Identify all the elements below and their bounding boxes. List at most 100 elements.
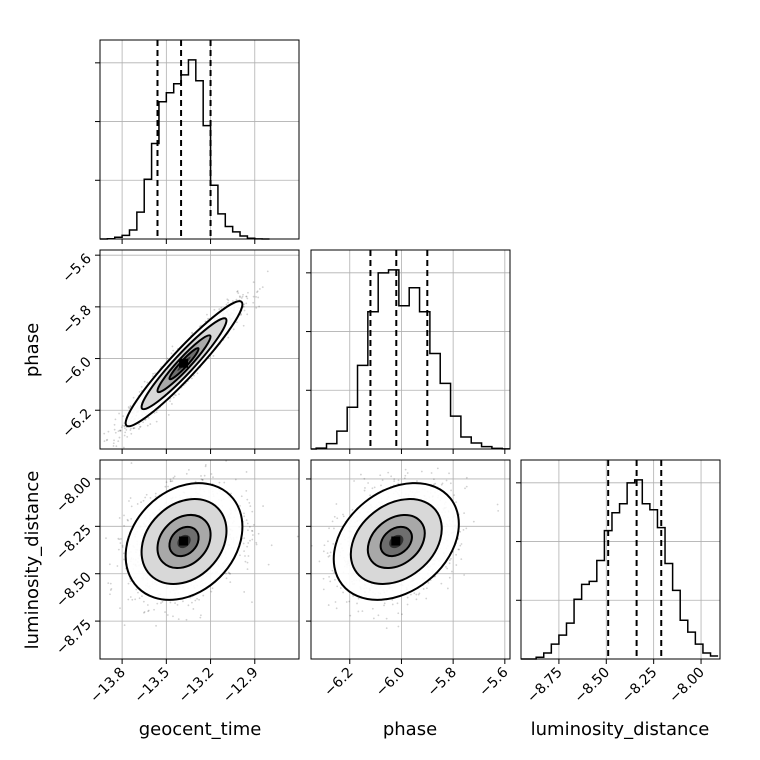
sample-point	[185, 618, 188, 621]
sample-point	[201, 479, 204, 481]
sample-point	[459, 544, 462, 547]
sample-point	[383, 604, 385, 607]
sample-point	[169, 478, 172, 481]
sample-point	[201, 478, 204, 481]
sample-point	[335, 607, 338, 610]
sample-point	[167, 485, 169, 488]
sample-point	[243, 303, 246, 306]
sample-point	[225, 577, 228, 580]
sample-point	[112, 445, 115, 447]
sample-point	[236, 290, 239, 292]
sample-point	[406, 596, 409, 599]
sample-point	[210, 590, 213, 593]
sample-point	[147, 609, 150, 612]
x-tick-label: −13.2	[176, 665, 218, 707]
sample-point	[446, 587, 449, 590]
sample-point	[130, 427, 132, 430]
sample-point	[200, 478, 203, 481]
sample-point	[176, 603, 179, 606]
histogram-phase	[311, 269, 510, 450]
histogram-geocent_time	[100, 59, 270, 240]
sample-point	[379, 474, 382, 477]
sample-point	[246, 313, 249, 316]
sample-point	[252, 295, 255, 298]
sample-point	[174, 394, 177, 397]
sample-point	[464, 487, 466, 490]
x-tick-label: −5.8	[425, 665, 460, 700]
sample-point	[146, 604, 149, 606]
sample-point	[213, 308, 216, 311]
sample-point	[462, 528, 465, 531]
sample-point	[266, 270, 269, 273]
sample-point	[83, 463, 85, 465]
sample-point	[119, 542, 122, 544]
sample-point	[332, 542, 335, 545]
sample-point	[191, 331, 193, 334]
sample-point	[132, 427, 135, 430]
sample-point	[246, 545, 249, 548]
sample-point	[200, 614, 202, 617]
sample-point	[415, 593, 418, 596]
y-tick-label: −5.6	[59, 251, 94, 286]
sample-point	[196, 597, 198, 600]
sample-point	[342, 591, 344, 594]
sample-point	[118, 429, 121, 432]
sample-point	[130, 505, 133, 508]
sample-point	[432, 483, 435, 486]
sample-point	[457, 548, 460, 551]
histogram-luminosity_distance	[521, 479, 719, 660]
sample-point	[182, 600, 184, 603]
sample-point	[164, 611, 166, 613]
sample-point	[248, 502, 251, 504]
sample-point	[166, 357, 169, 360]
sample-point	[262, 505, 264, 507]
sample-point	[235, 298, 238, 301]
sample-point	[230, 492, 232, 495]
sample-point	[140, 501, 142, 504]
sample-point	[434, 482, 437, 485]
sample-point	[258, 288, 261, 290]
sample-point	[335, 503, 338, 505]
sample-point	[135, 588, 138, 591]
sample-point	[212, 355, 215, 357]
sample-point	[105, 537, 107, 540]
x-tick-label: −8.00	[666, 665, 708, 707]
sample-point	[322, 577, 325, 580]
sample-point	[255, 543, 258, 546]
sample-point	[245, 302, 248, 305]
sample-point	[240, 297, 243, 299]
sample-point	[236, 290, 239, 293]
sample-point	[130, 517, 133, 520]
sample-point	[129, 429, 132, 431]
sample-point	[255, 295, 257, 298]
sample-point	[113, 439, 115, 442]
sample-point	[252, 524, 255, 526]
sample-point	[140, 385, 143, 388]
x-tick-label: −8.25	[619, 665, 661, 707]
sample-point	[110, 587, 113, 590]
sample-point	[91, 447, 93, 449]
sample-point	[119, 429, 122, 432]
sample-point	[440, 582, 443, 585]
sample-point	[448, 576, 451, 579]
sample-point	[391, 603, 394, 606]
sample-point	[257, 532, 260, 535]
sample-point	[235, 321, 238, 324]
sample-point	[242, 293, 244, 296]
sample-point	[227, 571, 230, 574]
sample-point	[123, 558, 125, 561]
sample-point	[377, 614, 380, 617]
sample-point	[255, 306, 258, 309]
sample-point	[127, 598, 130, 601]
sample-point	[172, 396, 175, 399]
sample-point	[244, 555, 246, 557]
sample-point	[247, 291, 249, 294]
sample-point	[256, 291, 258, 294]
sample-point	[433, 478, 435, 481]
sample-point	[242, 542, 245, 545]
x-tick-label: −6.2	[321, 665, 356, 700]
y-tick-label: −8.00	[53, 474, 95, 516]
sample-point	[198, 598, 200, 601]
sample-point	[126, 435, 129, 438]
sample-point	[132, 427, 135, 430]
